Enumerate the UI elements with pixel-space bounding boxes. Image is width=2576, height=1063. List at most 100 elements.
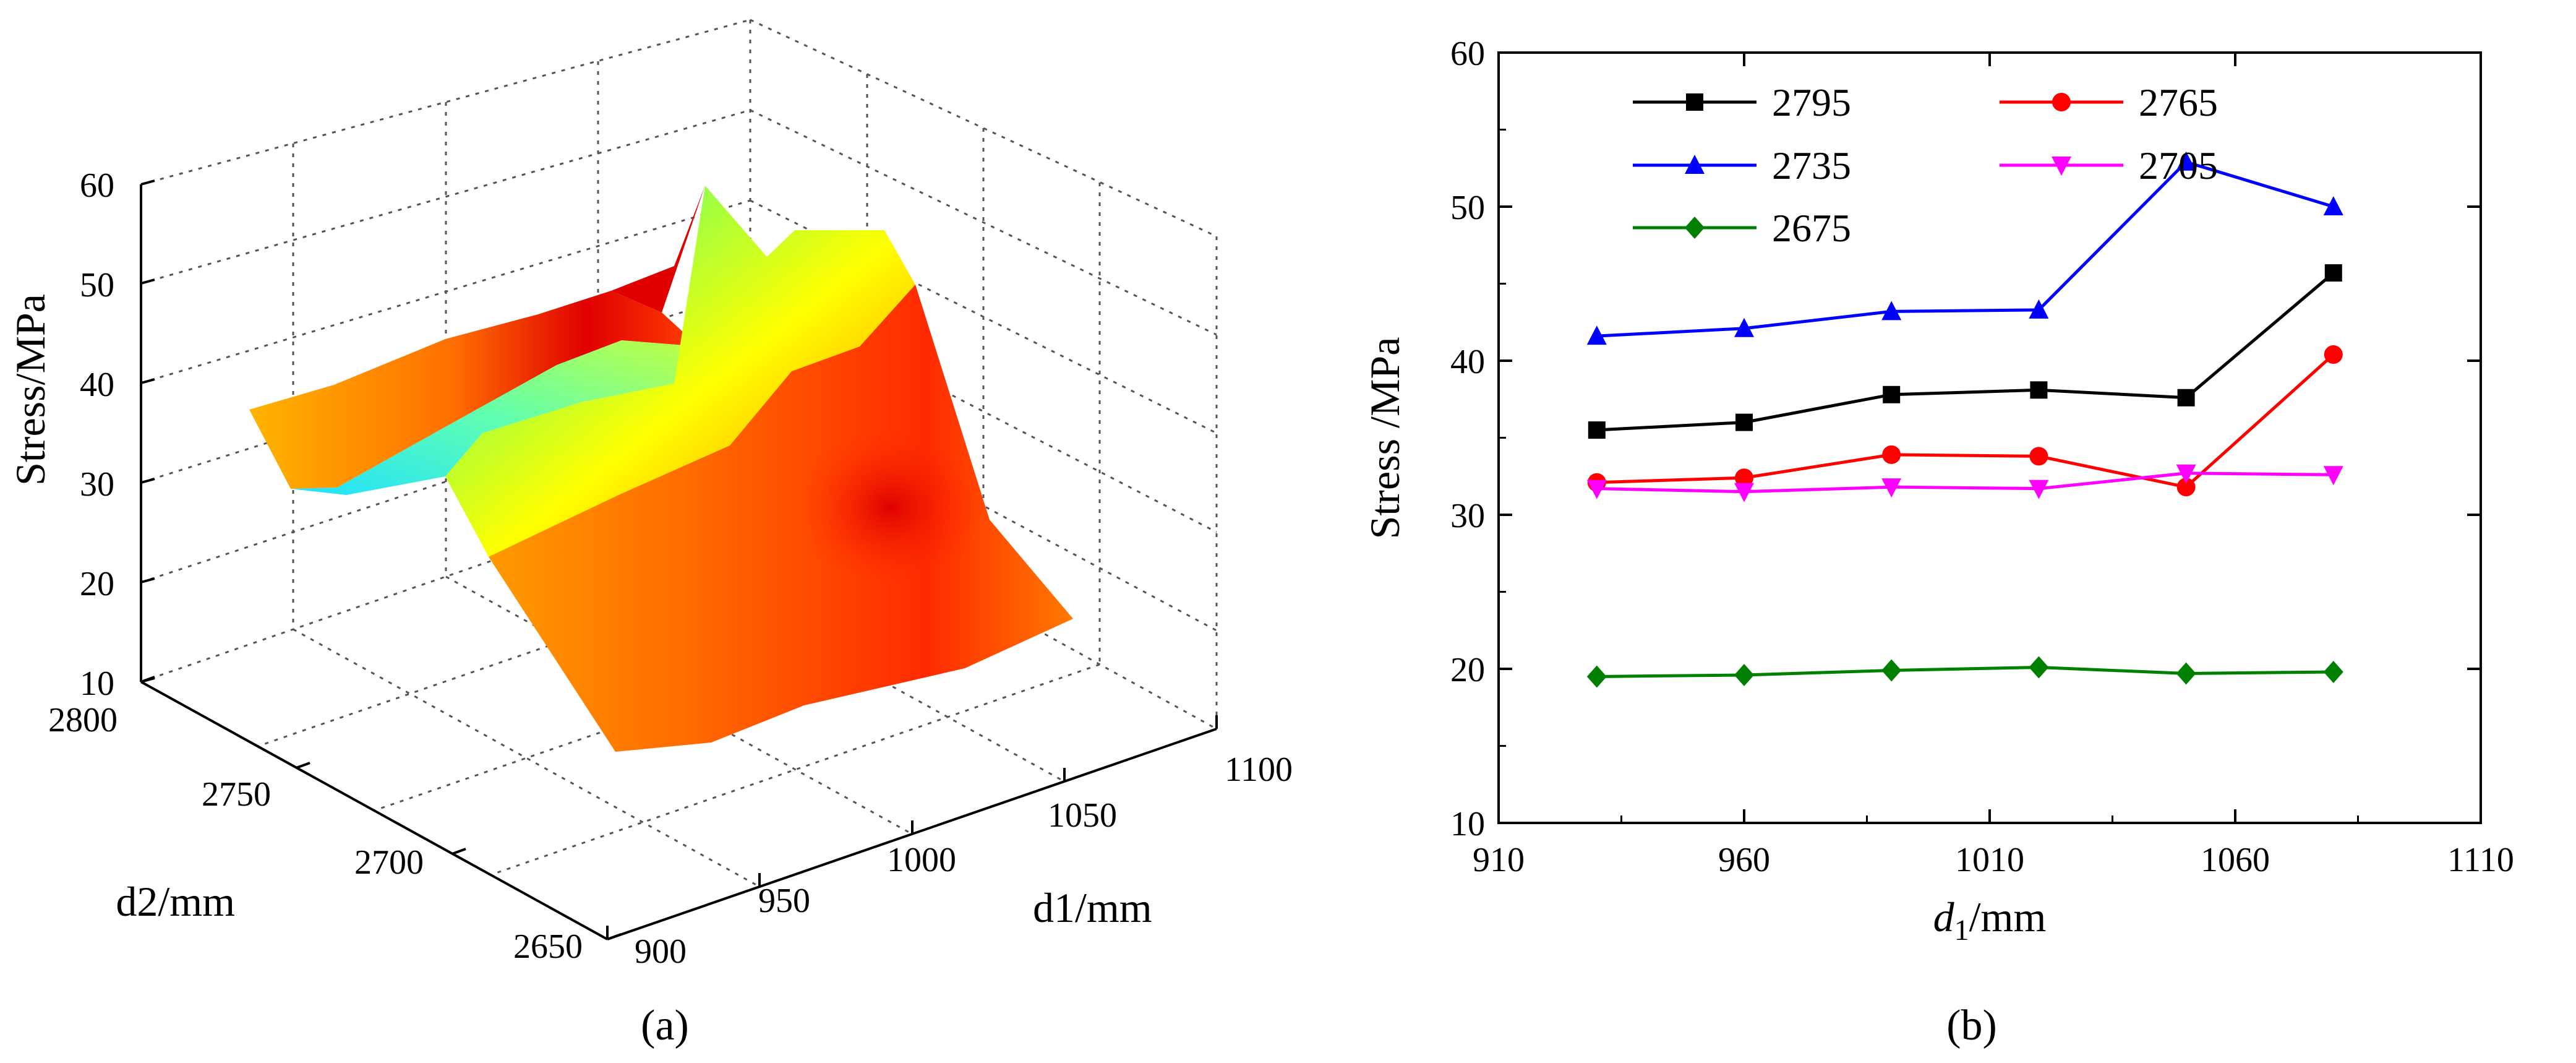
legend-marker	[1686, 93, 1703, 111]
data-point	[1734, 483, 1754, 502]
z-tick-label: 40	[80, 366, 114, 404]
data-point	[2176, 464, 2196, 484]
legend-label: 2765	[2139, 80, 2218, 124]
z-axis-label: Stress/MPa	[7, 294, 54, 486]
d2-tick-labels: 2800 2750 2700 2650	[48, 701, 583, 966]
tick-marks	[1497, 51, 2482, 824]
legend-item-2705: 2705	[2000, 144, 2218, 187]
data-point	[1735, 413, 1753, 431]
z-tick-label: 30	[80, 465, 114, 504]
series-group	[1586, 151, 2343, 688]
y-tick-label: 50	[1450, 189, 1485, 227]
data-point	[1883, 385, 1901, 403]
d2-tick-label: 2700	[354, 843, 424, 882]
data-point	[2029, 480, 2049, 499]
d1-tick-label: 900	[635, 932, 687, 971]
x-axis-label-main: d	[1933, 893, 1955, 940]
surface-patch-front	[489, 285, 1073, 752]
series-line-2705	[1596, 471, 2334, 494]
data-point	[2029, 447, 2048, 466]
d1-tick-label: 1050	[1048, 796, 1117, 835]
surface-patch-peak	[611, 186, 705, 312]
series-line-2795	[1596, 272, 2335, 432]
x-tick-label: 1010	[1955, 841, 2024, 879]
data-point	[1735, 468, 1753, 488]
legend-marker	[2052, 93, 2071, 111]
data-point	[1881, 478, 1902, 498]
data-point	[2030, 381, 2048, 399]
legend-label: 2795	[1772, 80, 1851, 124]
data-point	[2324, 345, 2343, 364]
series-2675	[1586, 656, 2343, 688]
d1-tick-labels: 900 950 1000 1050 1100	[635, 751, 1293, 971]
surface-patch-cyan	[291, 340, 699, 495]
d1-axis-label: d1/mm	[1033, 884, 1152, 931]
plot-frame	[1497, 51, 2482, 824]
d2-tick-label: 2750	[202, 775, 271, 814]
surface-mesh	[249, 186, 1073, 752]
data-point	[2176, 151, 2196, 171]
data-point	[1586, 325, 1607, 345]
series-2705	[1586, 464, 2343, 502]
caption-a: (a)	[641, 1002, 689, 1049]
data-point	[1881, 301, 1902, 321]
d2-tick-label: 2800	[48, 701, 118, 739]
data-point	[2029, 299, 2049, 319]
data-point	[1586, 665, 1607, 688]
series-line-2675	[1596, 666, 2334, 678]
legend: 2795 2765 2735 2705 2675	[1633, 80, 2218, 250]
legend-marker	[1685, 217, 1705, 239]
line-chart: 10 20 30 40 50 60 910 960 1010 1060 1110 2795 2765…	[1361, 35, 2514, 947]
data-point	[2323, 466, 2343, 486]
data-point	[1734, 317, 1754, 337]
x-tick-labels: 910 960 1010 1060 1110	[1473, 841, 2514, 879]
series-line-2765	[1596, 353, 2335, 489]
legend-marker	[1685, 155, 1705, 174]
legend-label: 2675	[1772, 206, 1851, 250]
surface-hotspot	[798, 427, 983, 588]
legend-label: 2735	[1772, 144, 1851, 187]
x-axis-label-unit: /mm	[1969, 893, 2047, 940]
x-axis-label: d1/mm	[1933, 893, 2047, 947]
d2-tick-label: 2650	[513, 927, 583, 966]
legend-item-2795: 2795	[1633, 80, 1851, 124]
data-point	[2323, 660, 2343, 683]
data-point	[2176, 478, 2196, 497]
data-point	[1882, 445, 1901, 464]
y-tick-label: 40	[1450, 343, 1485, 381]
surface-patch-back	[249, 291, 699, 489]
z-tick-labels: 60 50 40 30 20 10	[80, 166, 114, 703]
legend-marker	[2052, 157, 2071, 176]
x-tick-label: 1060	[2201, 841, 2270, 879]
y-tick-label: 20	[1450, 651, 1485, 689]
y-tick-label: 60	[1450, 35, 1485, 73]
series-2795	[1588, 264, 2342, 439]
data-point	[2177, 389, 2195, 407]
series-2765	[1587, 345, 2343, 497]
y-tick-label: 30	[1450, 497, 1485, 535]
surface-patch-ridge	[445, 186, 915, 557]
data-point	[1588, 421, 1606, 439]
d1-tick-label: 950	[758, 882, 810, 920]
x-axis-label-sub: 1	[1954, 914, 1969, 947]
series-line-2735	[1596, 160, 2334, 338]
data-point	[2176, 662, 2196, 685]
data-point	[1734, 663, 1754, 686]
z-tick-label: 50	[80, 266, 114, 304]
d2-axis-label: d2/mm	[116, 878, 235, 925]
surface-plot: 60 50 40 30 20 10 2800 2750 2700 2650 90…	[7, 19, 1293, 971]
legend-item-2675: 2675	[1633, 206, 1851, 250]
y-tick-labels: 10 20 30 40 50 60	[1450, 35, 1485, 843]
z-tick-label: 10	[80, 665, 114, 703]
legend-item-2735: 2735	[1633, 144, 1851, 187]
legend-item-2765: 2765	[2000, 80, 2218, 124]
data-point	[2029, 656, 2049, 679]
y-axis-label: Stress /MPa	[1361, 337, 1408, 540]
data-point	[1881, 659, 1902, 682]
x-tick-label: 960	[1718, 841, 1770, 879]
surface-axes	[140, 179, 1218, 940]
y-tick-label: 10	[1450, 805, 1485, 843]
data-point	[1586, 480, 1607, 499]
legend-label: 2705	[2139, 144, 2218, 187]
